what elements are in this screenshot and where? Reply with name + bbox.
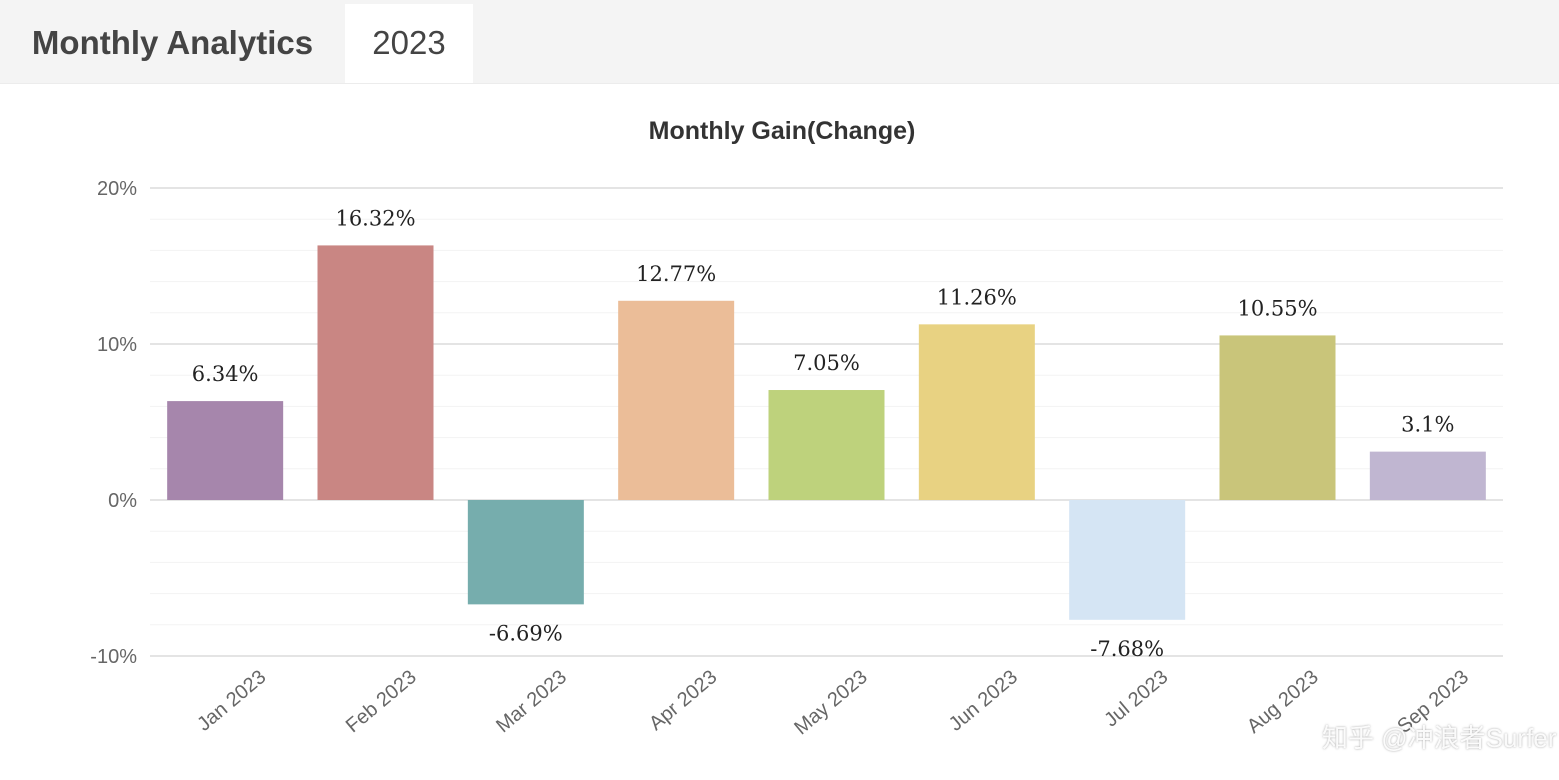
monthly-gain-chart: 20% 10% 0% -10% Monthly Gain(Change) 6.34% Jan… (90, 117, 1503, 739)
chart-title: Monthly Gain(Change) (649, 117, 916, 145)
bar-sep-2023 (1369, 451, 1486, 500)
x-tick-label: Jun 2023 (945, 666, 1022, 736)
bar-may-2023 (768, 390, 885, 500)
data-label: 11.26% (937, 285, 1017, 309)
x-tick-label: Jul 2023 (1100, 666, 1172, 731)
y-tick-label: 20% (97, 178, 137, 200)
bar-jul-2023 (1069, 500, 1186, 620)
data-label: 3.1% (1401, 413, 1454, 437)
y-tick-label: 10% (97, 334, 137, 356)
x-tick-label: Aug 2023 (1243, 666, 1323, 738)
data-label: -6.69% (489, 621, 563, 645)
watermark: 知乎 @冲浪者Surfer (1322, 723, 1557, 753)
data-label: 12.77% (636, 262, 716, 286)
tab-bar: Monthly Analytics 2023 (0, 0, 1559, 84)
tab-monthly-analytics[interactable]: Monthly Analytics (31, 24, 314, 61)
x-tick-label: Mar 2023 (492, 666, 571, 737)
bar-jan-2023 (167, 401, 284, 500)
y-tick-label: -10% (90, 646, 137, 668)
bar-apr-2023 (618, 300, 735, 500)
tab-2023[interactable]: 2023 (345, 4, 473, 83)
y-tick-label: 0% (108, 490, 137, 512)
bar-feb-2023 (317, 245, 434, 500)
x-tick-label: May 2023 (790, 666, 871, 739)
x-tick-label: Feb 2023 (342, 666, 421, 737)
x-tick-label: Apr 2023 (645, 666, 721, 735)
x-tick-label: Jan 2023 (193, 666, 270, 736)
bar-mar-2023 (467, 500, 584, 605)
data-label: 7.05% (793, 351, 860, 375)
bar-jun-2023 (918, 324, 1035, 500)
data-label: 6.34% (192, 362, 259, 386)
data-label: 10.55% (1237, 296, 1317, 320)
bar-aug-2023 (1219, 335, 1336, 500)
data-label: -7.68% (1090, 637, 1164, 661)
data-label: 16.32% (335, 206, 415, 230)
